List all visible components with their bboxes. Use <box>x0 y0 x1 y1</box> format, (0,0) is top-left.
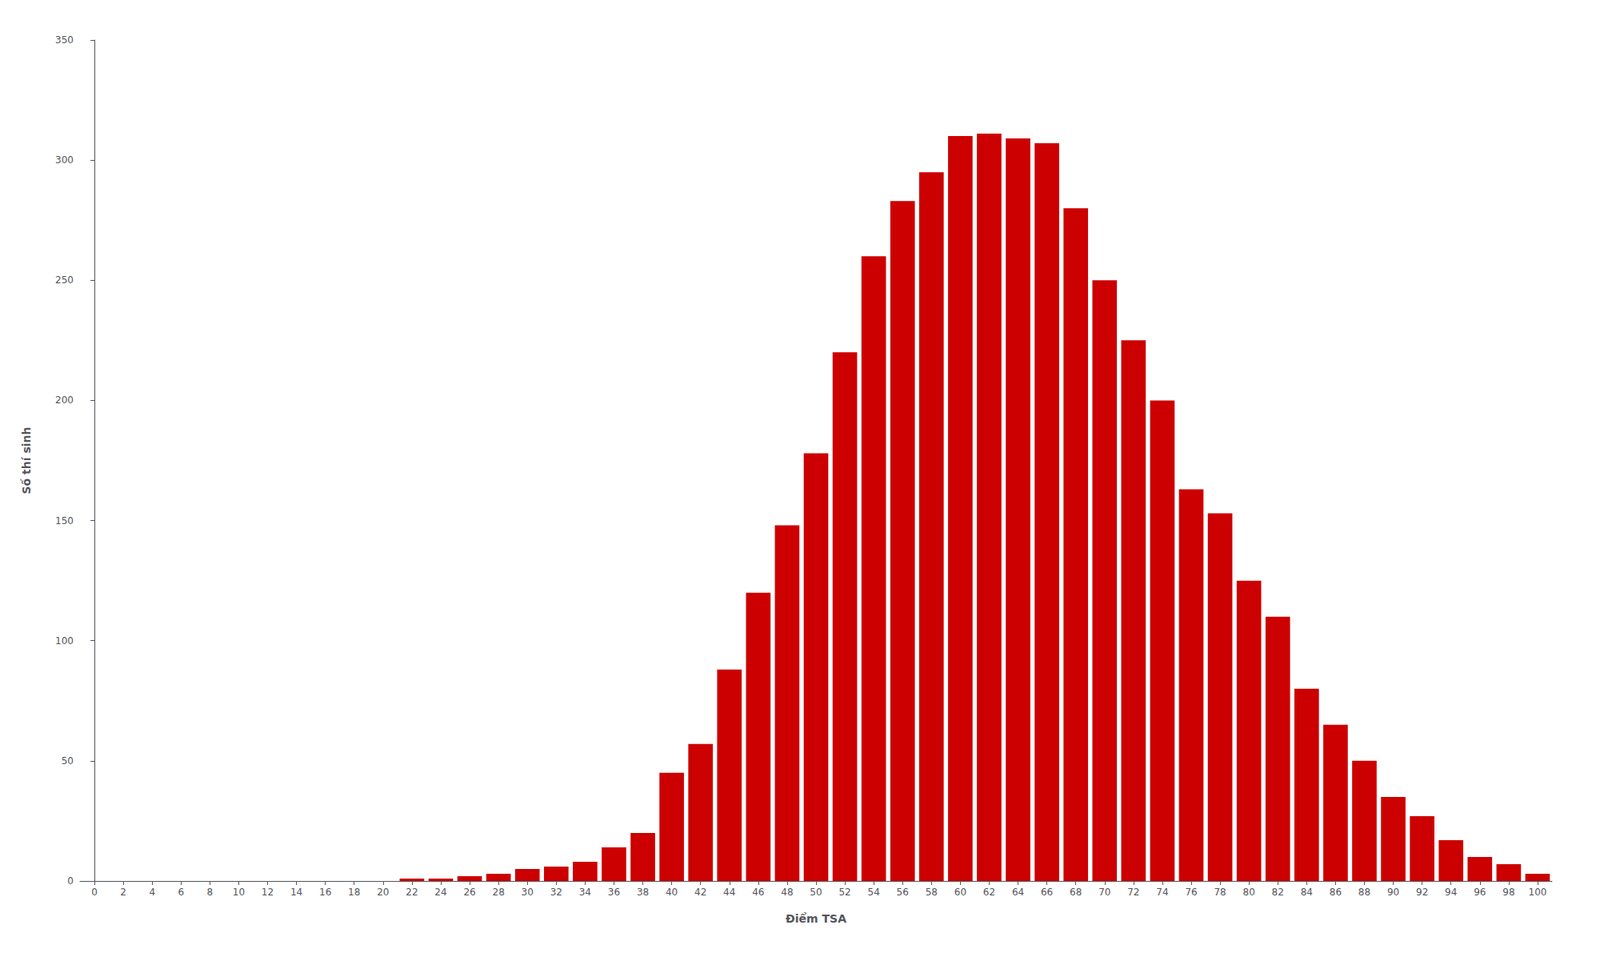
svg-text:200: 200 <box>55 394 74 406</box>
svg-text:68: 68 <box>1069 886 1082 898</box>
svg-text:44: 44 <box>723 886 736 898</box>
svg-text:4: 4 <box>148 886 156 898</box>
svg-text:96: 96 <box>1473 886 1486 898</box>
svg-text:52: 52 <box>838 886 851 898</box>
svg-text:6: 6 <box>177 886 184 898</box>
svg-text:92: 92 <box>1416 886 1428 898</box>
svg-text:10: 10 <box>232 886 245 898</box>
svg-text:66: 66 <box>1040 886 1053 898</box>
svg-text:34: 34 <box>579 886 592 898</box>
svg-text:54: 54 <box>868 886 880 898</box>
svg-text:88: 88 <box>1358 886 1371 898</box>
svg-text:64: 64 <box>1012 886 1024 898</box>
svg-text:350: 350 <box>55 34 74 46</box>
svg-text:Số thí sinh: Số thí sinh <box>20 427 33 495</box>
svg-text:84: 84 <box>1300 886 1313 898</box>
svg-text:40: 40 <box>665 886 678 898</box>
svg-text:98: 98 <box>1502 886 1515 898</box>
svg-text:62: 62 <box>983 886 996 898</box>
svg-text:150: 150 <box>55 515 74 527</box>
svg-text:60: 60 <box>954 886 967 898</box>
svg-text:80: 80 <box>1243 886 1256 898</box>
svg-text:0: 0 <box>91 886 98 898</box>
svg-text:16: 16 <box>319 886 332 898</box>
svg-text:2: 2 <box>120 886 127 898</box>
svg-text:30: 30 <box>521 886 534 898</box>
svg-text:28: 28 <box>492 886 504 898</box>
svg-text:58: 58 <box>925 886 938 898</box>
svg-text:50: 50 <box>809 886 822 898</box>
svg-text:76: 76 <box>1184 886 1197 898</box>
svg-text:74: 74 <box>1156 886 1168 898</box>
svg-text:50: 50 <box>61 755 74 767</box>
svg-text:56: 56 <box>896 886 909 898</box>
svg-text:20: 20 <box>376 886 389 898</box>
svg-text:18: 18 <box>348 886 360 898</box>
svg-text:48: 48 <box>780 886 793 898</box>
svg-text:32: 32 <box>550 886 563 898</box>
svg-text:26: 26 <box>463 886 476 898</box>
svg-text:22: 22 <box>405 886 418 898</box>
svg-text:250: 250 <box>55 274 74 286</box>
svg-text:82: 82 <box>1272 886 1284 898</box>
svg-text:42: 42 <box>694 886 707 898</box>
svg-text:Điểm TSA: Điểm TSA <box>785 912 847 925</box>
svg-text:46: 46 <box>752 886 764 898</box>
svg-text:94: 94 <box>1444 886 1457 898</box>
svg-text:86: 86 <box>1329 886 1342 898</box>
svg-text:38: 38 <box>636 886 649 898</box>
svg-text:300: 300 <box>55 154 74 166</box>
svg-text:78: 78 <box>1213 886 1226 898</box>
svg-text:8: 8 <box>207 886 214 898</box>
svg-text:12: 12 <box>261 886 274 898</box>
svg-text:0: 0 <box>67 875 74 887</box>
svg-text:70: 70 <box>1098 886 1111 898</box>
svg-text:100: 100 <box>1528 886 1548 898</box>
svg-text:14: 14 <box>290 886 303 898</box>
svg-text:24: 24 <box>434 886 447 898</box>
svg-text:72: 72 <box>1127 886 1140 898</box>
svg-text:90: 90 <box>1387 886 1400 898</box>
svg-text:100: 100 <box>55 635 74 647</box>
svg-text:36: 36 <box>608 886 620 898</box>
